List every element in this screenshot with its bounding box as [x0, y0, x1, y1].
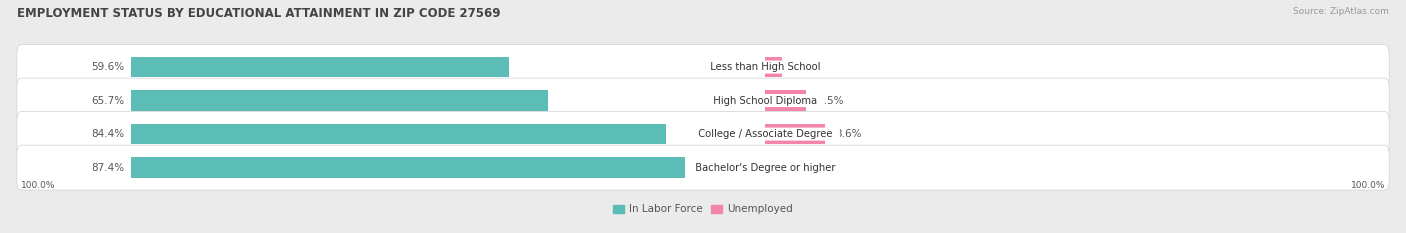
- FancyBboxPatch shape: [17, 78, 1389, 123]
- Bar: [765, 124, 824, 144]
- Bar: [131, 124, 666, 144]
- Text: 100.0%: 100.0%: [21, 181, 55, 190]
- FancyBboxPatch shape: [17, 112, 1389, 157]
- Bar: [765, 90, 807, 111]
- Text: 84.4%: 84.4%: [91, 129, 124, 139]
- Text: Source: ZipAtlas.com: Source: ZipAtlas.com: [1294, 7, 1389, 16]
- Text: College / Associate Degree: College / Associate Degree: [692, 129, 838, 139]
- Text: 87.4%: 87.4%: [91, 163, 124, 173]
- Text: 59.6%: 59.6%: [91, 62, 124, 72]
- FancyBboxPatch shape: [17, 145, 1389, 190]
- Bar: [131, 90, 547, 111]
- Text: Less than High School: Less than High School: [703, 62, 827, 72]
- Text: 1.0%: 1.0%: [793, 62, 818, 72]
- Bar: [131, 57, 509, 77]
- Text: EMPLOYMENT STATUS BY EDUCATIONAL ATTAINMENT IN ZIP CODE 27569: EMPLOYMENT STATUS BY EDUCATIONAL ATTAINM…: [17, 7, 501, 20]
- Text: 3.6%: 3.6%: [835, 129, 862, 139]
- Bar: [765, 57, 782, 77]
- Text: Bachelor's Degree or higher: Bachelor's Degree or higher: [689, 163, 841, 173]
- Text: 65.7%: 65.7%: [91, 96, 124, 106]
- Text: High School Diploma: High School Diploma: [707, 96, 823, 106]
- Text: 0.0%: 0.0%: [776, 163, 803, 173]
- Text: 2.5%: 2.5%: [817, 96, 844, 106]
- Text: 100.0%: 100.0%: [1351, 181, 1385, 190]
- FancyBboxPatch shape: [17, 45, 1389, 89]
- Bar: [131, 157, 685, 178]
- Legend: In Labor Force, Unemployed: In Labor Force, Unemployed: [609, 200, 797, 219]
